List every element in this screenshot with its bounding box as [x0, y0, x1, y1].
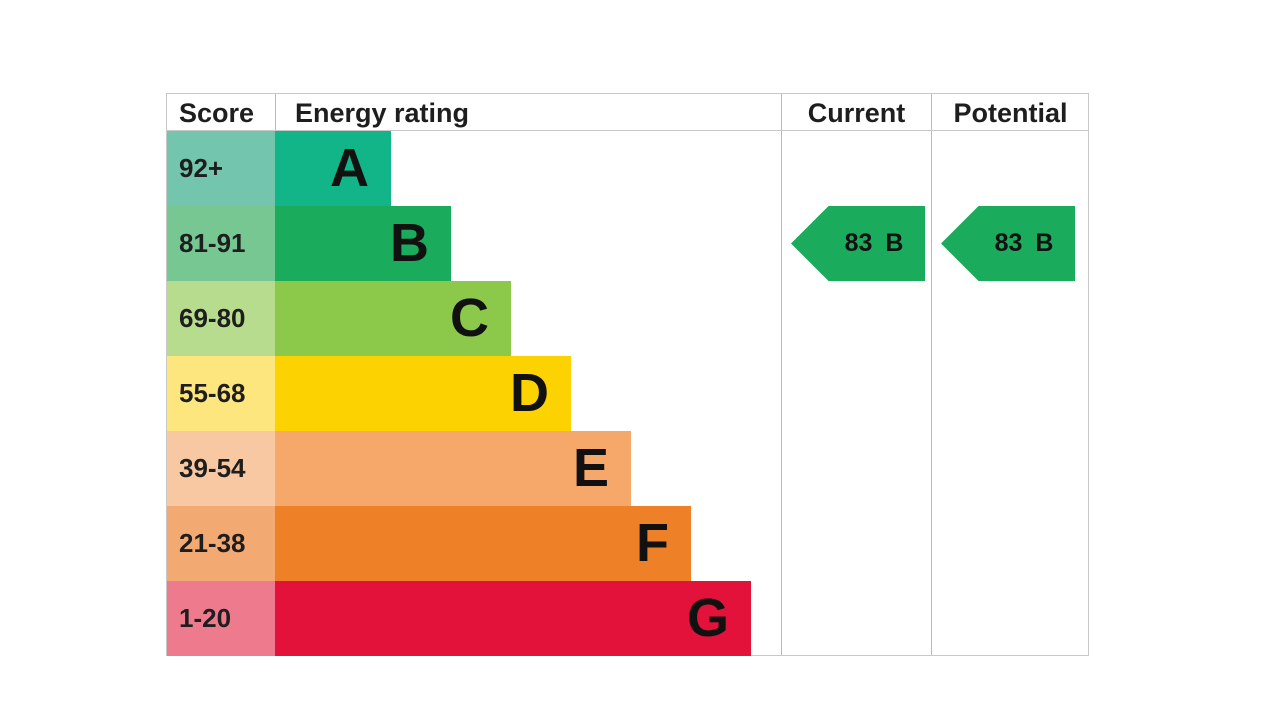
- band-letter-g: G: [686, 588, 729, 648]
- potential-header: Potential: [953, 98, 1068, 128]
- band-bar-b: B: [275, 206, 451, 281]
- current-rating-value: 83: [844, 229, 873, 257]
- header-divider: [167, 130, 1088, 131]
- band-bar-g: G: [275, 581, 751, 656]
- potential-rating-band: B: [1035, 229, 1054, 257]
- potential-rating-value: 83: [994, 229, 1023, 257]
- band-letter-f: F: [636, 513, 669, 573]
- current-rating-band: B: [885, 229, 904, 257]
- band-bar-e: E: [275, 431, 631, 506]
- band-letter-d: D: [510, 363, 549, 423]
- band-bar-a: A: [275, 131, 391, 206]
- potential-rating-arrow: 83 B: [941, 206, 1075, 281]
- band-score-b: 81-91: [167, 206, 275, 281]
- band-score-a: 92+: [167, 131, 275, 206]
- current-header: Current: [807, 98, 906, 128]
- current-rating-label: 83 B: [831, 206, 917, 281]
- potential-column-divider: [931, 94, 932, 655]
- energy-rating-chart: Score Energy rating Current Potential 92…: [166, 93, 1089, 656]
- band-letter-b: B: [390, 213, 429, 273]
- band-letter-a: A: [330, 138, 369, 198]
- band-letter-e: E: [572, 438, 609, 498]
- score-header: Score: [179, 98, 255, 128]
- energy-rating-header: Energy rating: [295, 98, 470, 128]
- band-score-d: 55-68: [167, 356, 275, 431]
- band-bar-c: C: [275, 281, 511, 356]
- current-column-divider: [781, 94, 782, 655]
- band-bar-f: F: [275, 506, 691, 581]
- current-rating-arrow: 83 B: [791, 206, 925, 281]
- band-bar-d: D: [275, 356, 571, 431]
- potential-rating-label: 83 B: [981, 206, 1067, 281]
- band-letter-c: C: [450, 288, 489, 348]
- band-score-g: 1-20: [167, 581, 275, 656]
- band-score-c: 69-80: [167, 281, 275, 356]
- band-score-f: 21-38: [167, 506, 275, 581]
- band-score-e: 39-54: [167, 431, 275, 506]
